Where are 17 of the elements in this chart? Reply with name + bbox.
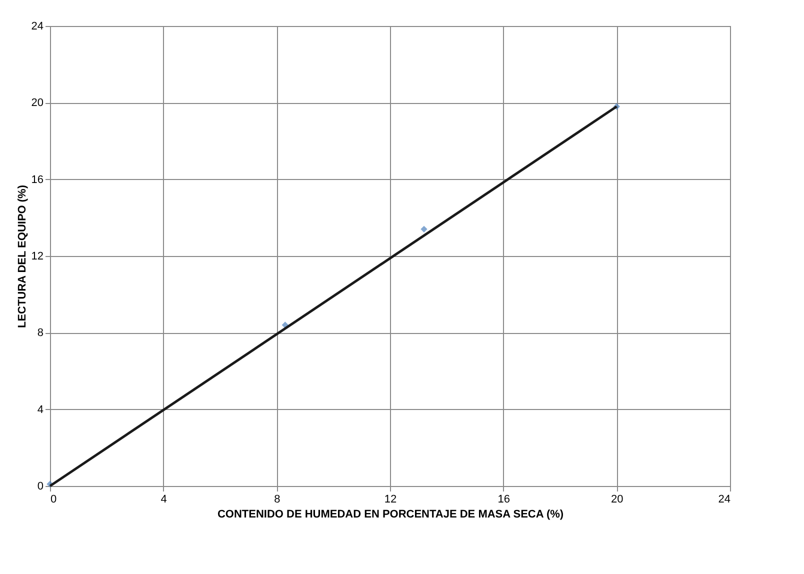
y-tick-label: 24 [31,20,44,32]
x-tick-label: 12 [384,494,397,506]
point [420,226,428,233]
x-axis-title: CONTENIDO DE HUMEDAD EN PORCENTAJE DE MASA SECA (%) [217,508,564,520]
y-tick-label: 20 [31,97,44,110]
y-tick-label: 0 [37,480,44,492]
y-axis-title: LECTURA DEL EQUIPO (%) [16,184,28,328]
x-tick-label: 16 [498,494,510,506]
x-tick-label: 0 [50,494,57,506]
x-tick-label: 20 [611,494,624,506]
x-tick-label: 8 [274,494,280,506]
y-tick-label: 12 [31,250,44,262]
y-tick-label: 16 [31,174,44,186]
x-tick-label: 24 [718,494,730,506]
y-tick-label: 4 [37,404,44,416]
y-tick-label: 8 [37,327,44,340]
x-tick-label: 4 [160,494,167,506]
